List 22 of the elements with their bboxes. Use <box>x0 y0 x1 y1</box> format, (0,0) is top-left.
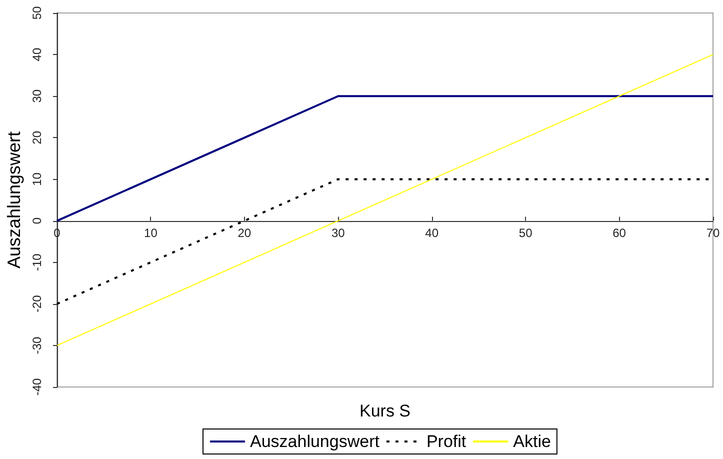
x-tick-label: 40 <box>425 226 439 240</box>
x-tick-label: 10 <box>144 226 158 240</box>
y-tick-label: 50 <box>30 6 44 20</box>
x-tick-label: 70 <box>706 226 720 240</box>
y-tick-label: 30 <box>30 89 44 103</box>
x-axis-title: Kurs S <box>359 402 411 420</box>
y-tick-label: -10 <box>30 253 44 272</box>
y-tick-label: -20 <box>30 294 44 313</box>
legend-label: Auszahlungswert <box>250 432 380 451</box>
x-tick-label: 50 <box>518 226 533 240</box>
x-tick-label: 20 <box>238 226 252 240</box>
y-tick-label: 40 <box>30 48 44 62</box>
x-tick-label: 30 <box>331 226 346 240</box>
legend-label: Aktie <box>513 432 551 451</box>
y-tick-label: 10 <box>30 172 44 186</box>
legend-label: Profit <box>426 432 466 451</box>
y-tick-label: -40 <box>30 378 44 396</box>
y-axis-title: Auszahlungswert <box>4 131 24 269</box>
x-tick-label: 60 <box>612 226 626 240</box>
y-tick-label: 20 <box>30 130 44 144</box>
y-tick-label: 0 <box>30 217 44 224</box>
y-tick-label: -30 <box>30 336 44 354</box>
